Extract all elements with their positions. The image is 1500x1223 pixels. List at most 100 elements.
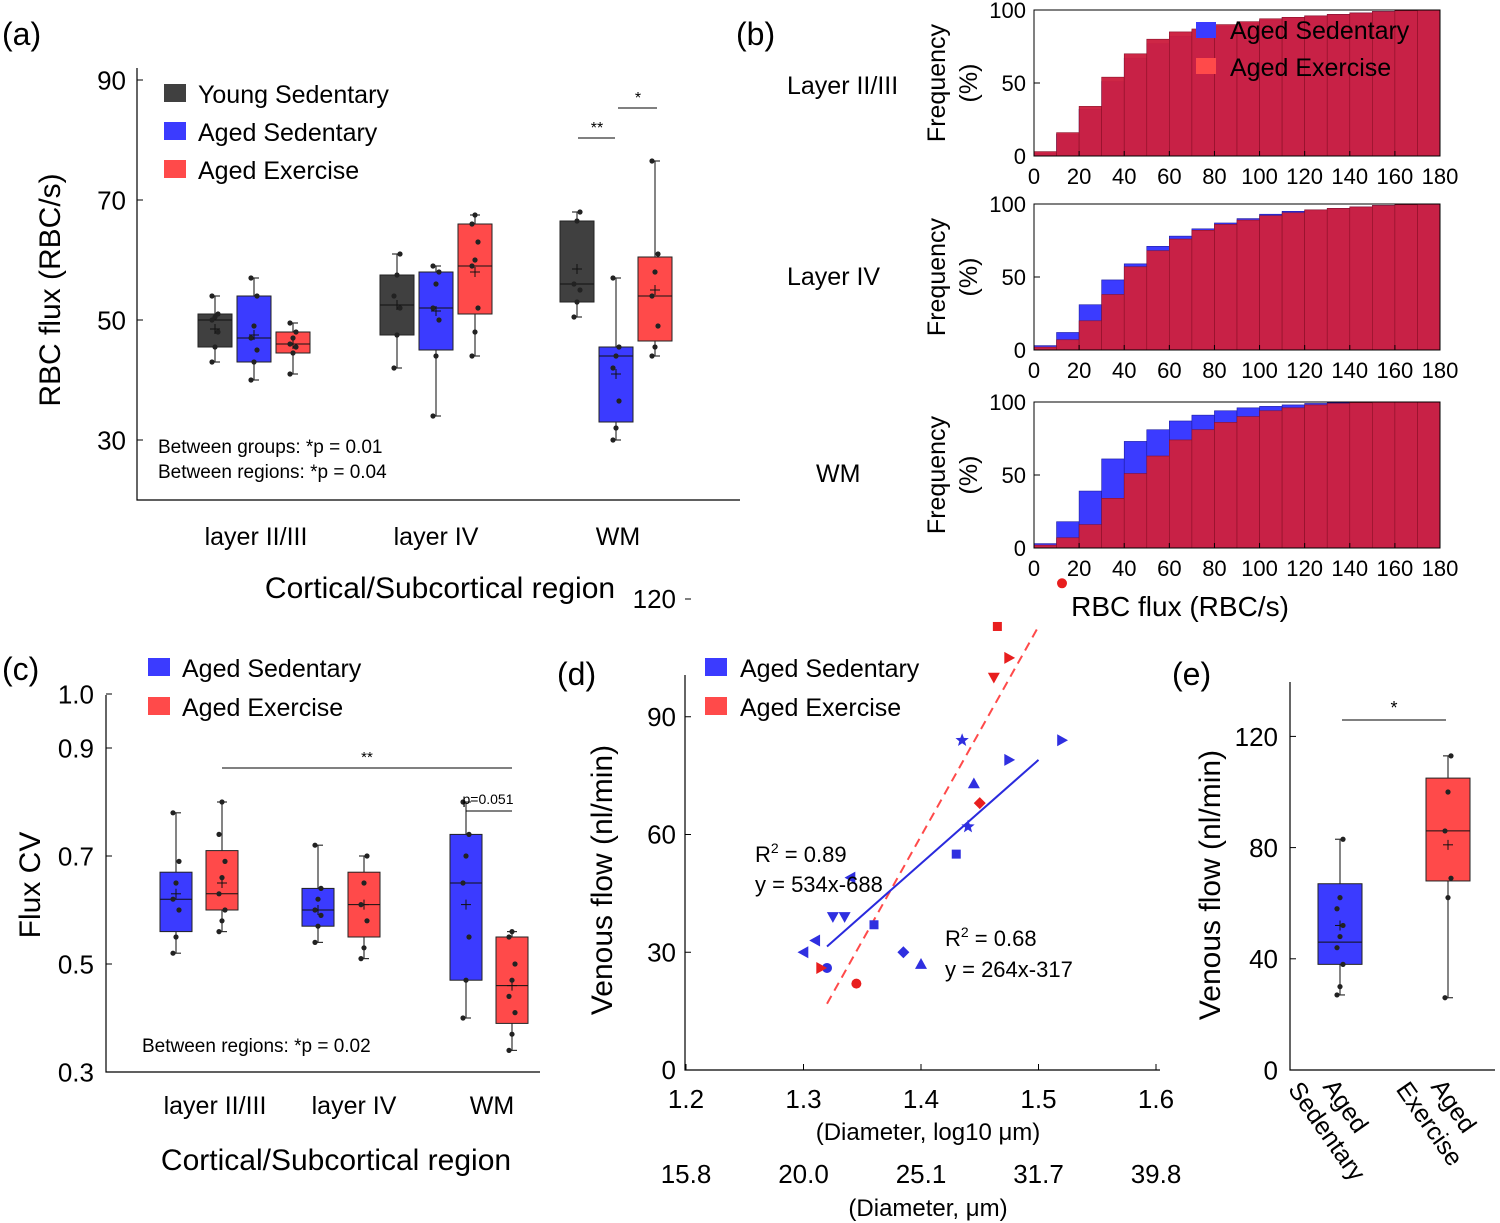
hist-bar-ex [1259, 410, 1283, 549]
panel-c-y-tick-label: 0.9 [58, 733, 94, 763]
panel-d-xtick-label: 1.3 [785, 1084, 821, 1114]
panel-c-box-0-0-point [170, 950, 176, 956]
fit-line-exercise [826, 625, 1040, 1005]
panel-a-ylabel: RBC flux (RBC/s) [34, 173, 67, 406]
hist-bar-ex [1372, 205, 1396, 351]
scatter-point-exercise [816, 961, 828, 974]
panel-d-xtick-label: 1.2 [668, 1084, 704, 1114]
hist-bar-ex [1101, 294, 1125, 351]
panel-b-xtick-label: 180 [1422, 164, 1459, 189]
panel-a-box-1-2-point [616, 398, 622, 404]
panel-e-box-1 [1425, 753, 1471, 1001]
panel-a-box-0-1-point [397, 305, 403, 311]
panel-a-boxes [197, 158, 673, 443]
panel-a-box-1-2-point [610, 365, 616, 371]
panel-b-xtick-label: 140 [1331, 164, 1368, 189]
panel-c-box-0-1-point [312, 907, 318, 913]
panel-c-box-1-0-point [219, 875, 225, 881]
hist-bar-ex [1191, 229, 1215, 351]
panel-e-box-0-point [1337, 895, 1343, 901]
panel-c-box-1-2-point [512, 961, 518, 967]
panel-d-ytick-label: 60 [647, 820, 676, 850]
panel-b-ytick-label: 50 [1002, 71, 1026, 96]
hist-bar-ex [1101, 76, 1125, 157]
scatter-point-sedentary [844, 871, 856, 884]
panel-a-box-2-1-point [475, 305, 481, 311]
panel-b-xtick-label: 160 [1377, 164, 1414, 189]
panel-e-box-1-body [1425, 777, 1471, 882]
panel-a-box-1-1-point [430, 263, 436, 269]
panel-b-xtick-label: 120 [1286, 556, 1323, 581]
panel-b-xtick-label: 120 [1286, 164, 1323, 189]
panel-c-box-1-2 [495, 929, 529, 1053]
panel-c-box-0-0-point [173, 880, 179, 886]
panel-c-box-0-1-point [315, 896, 321, 902]
hist-bar-ex [1169, 238, 1193, 351]
panel-c-box-1-0-point [216, 929, 222, 935]
panel-a-box-0-0-point [212, 344, 218, 350]
panel-b-xtick-label: 60 [1157, 164, 1181, 189]
panel-c-box-1-2-point [506, 934, 512, 940]
panel-e-box-1-point [1448, 875, 1454, 881]
panel-c-box-1-1-point [361, 945, 367, 951]
panel-c-box-1-1-point [364, 853, 370, 859]
panel-a-box-0-1-point [391, 293, 397, 299]
hist-bar-ex [1304, 404, 1328, 549]
panel-a-box-0-0-point [209, 359, 215, 365]
hist-bar-ex [1169, 31, 1193, 157]
panel-e-box-1-point [1442, 995, 1448, 1001]
panel-a-box-2-1 [457, 212, 493, 359]
panel-e-box-0-point [1337, 984, 1343, 990]
panel-a-label: (a) [2, 16, 41, 52]
panel-a-box-1-1-point [436, 317, 442, 323]
panel-a-box-0-2-point [577, 287, 583, 293]
hist-bar-ex [1281, 212, 1305, 351]
panel-a-box-1-1-point [433, 353, 439, 359]
panel-c-xlabel: Cortical/Subcortical region [161, 1144, 511, 1177]
panel-a-y-ticks: 30 50 70 90 [97, 65, 143, 455]
panel-b-xtick-label: 0 [1028, 556, 1040, 581]
panel-d-ytick-label: 30 [647, 937, 676, 967]
panel-a-box-0-1-point [397, 251, 403, 257]
panel-b-xtick-label: 40 [1112, 164, 1136, 189]
scatter-point-sedentary [955, 733, 969, 746]
panel-b-xtick-label: 80 [1202, 164, 1226, 189]
panel-d-xtick-label: 1.5 [1020, 1084, 1056, 1114]
panel-a-box-1-0-point [251, 323, 257, 329]
panel-b-row-2: 0 50 100 0 20 40 60 80 100 120 140 160 180 Frequency(… [923, 390, 1458, 581]
fit-exercise-equation: y = 534x-688 [755, 872, 883, 897]
panel-a-sig-2: * [635, 90, 641, 107]
panel-a-box-0-1-point [391, 365, 397, 371]
panel-a-box-0-0-point [209, 293, 215, 299]
panel-c-box-1-1-point [364, 918, 370, 924]
scatter-point-exercise [973, 797, 986, 810]
panel-c-boxes [159, 799, 529, 1053]
panel-c-box-1-0-point [222, 858, 228, 865]
hist-bar-ex [1372, 401, 1396, 549]
panel-d-xlabel: (Diameter, log10 μm) [816, 1119, 1041, 1146]
panel-b-xtick-label: 0 [1028, 164, 1040, 189]
panel-b-xtick-label: 60 [1157, 358, 1181, 383]
panel-a-box-1-1-point [436, 269, 442, 275]
hist-bar-ex [1123, 266, 1148, 351]
panel-a: (a) 30 50 70 90 RBC flux (RBC/s) Cortical/S… [2, 16, 740, 605]
legend-swatch-aged-ex [164, 160, 186, 178]
legend-swatch-b-sed [1196, 22, 1216, 38]
panel-b-row-label-0: Layer II/III [787, 72, 898, 100]
hist-bar-ex [1281, 407, 1305, 549]
panel-a-box-0-2 [559, 209, 595, 320]
panel-a-box-2-2-point [652, 269, 658, 275]
panel-c-box-0-1-point [312, 939, 318, 946]
hist-bar-ex [1191, 429, 1215, 549]
panel-a-box-2-2-point [652, 344, 658, 350]
scatter-point-sedentary [897, 946, 910, 959]
panel-a-box-1-0-point [251, 359, 257, 365]
fit-exercise-r2: R2 = 0.89 [755, 840, 847, 867]
panel-a-box-1-0-point [248, 335, 254, 341]
legend-aged-ex: Aged Exercise [198, 157, 359, 185]
hist-bar-ex [1056, 537, 1080, 549]
panel-a-box-1-1 [418, 263, 454, 419]
panel-b-ylabel-line2: (%) [955, 64, 983, 103]
hist-bar-ex [1078, 106, 1102, 157]
panel-e-label: (e) [1172, 656, 1211, 692]
